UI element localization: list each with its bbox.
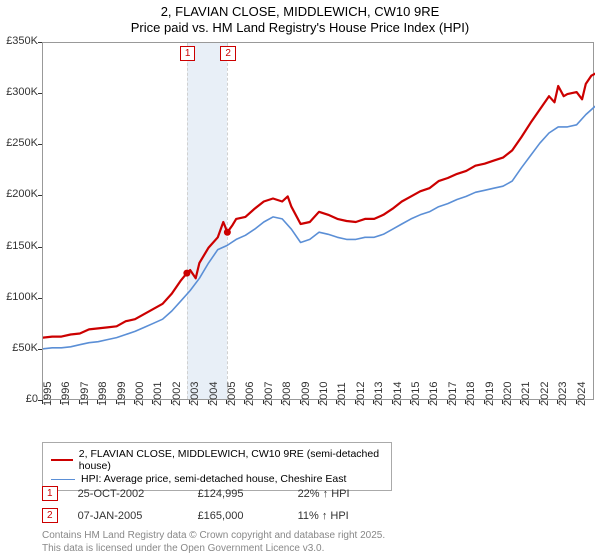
xtick: [447, 400, 448, 404]
legend: 2, FLAVIAN CLOSE, MIDDLEWICH, CW10 9RE (…: [42, 442, 392, 491]
xtick: [171, 400, 172, 404]
ytick-label: £0: [0, 393, 38, 405]
xtick: [557, 400, 558, 404]
xtick: [60, 400, 61, 404]
xtick: [373, 400, 374, 404]
ytick-label: £150K: [0, 240, 38, 252]
ytick: [38, 195, 42, 196]
xtick: [576, 400, 577, 404]
footer-line-2: This data is licensed under the Open Gov…: [42, 543, 385, 556]
series-hpi: [43, 106, 595, 348]
chart-svg: [43, 43, 595, 401]
xtick: [42, 400, 43, 404]
ytick: [38, 247, 42, 248]
sale-date: 25-OCT-2002: [78, 488, 178, 500]
xtick: [428, 400, 429, 404]
ytick: [38, 298, 42, 299]
sale-date: 07-JAN-2005: [78, 510, 178, 522]
sale-diff: 22% ↑ HPI: [298, 488, 350, 500]
ytick-label: £250K: [0, 137, 38, 149]
title-line-2: Price paid vs. HM Land Registry's House …: [0, 20, 600, 35]
ytick-label: £200K: [0, 188, 38, 200]
xtick: [208, 400, 209, 404]
ytick-label: £350K: [0, 35, 38, 47]
ytick: [38, 93, 42, 94]
xtick: [300, 400, 301, 404]
series-price_paid: [43, 74, 595, 338]
legend-label: HPI: Average price, semi-detached house,…: [81, 473, 346, 485]
xtick: [226, 400, 227, 404]
ytick: [38, 349, 42, 350]
xtick: [116, 400, 117, 404]
legend-swatch: [51, 479, 75, 480]
xtick: [318, 400, 319, 404]
xtick: [336, 400, 337, 404]
ytick: [38, 144, 42, 145]
legend-label: 2, FLAVIAN CLOSE, MIDDLEWICH, CW10 9RE (…: [79, 448, 383, 472]
xtick: [189, 400, 190, 404]
xtick: [79, 400, 80, 404]
footer-attribution: Contains HM Land Registry data © Crown c…: [42, 530, 385, 555]
ytick: [38, 42, 42, 43]
sale-price: £124,995: [198, 488, 278, 500]
title-block: 2, FLAVIAN CLOSE, MIDDLEWICH, CW10 9RE P…: [0, 0, 600, 35]
sale-dot-1: [183, 270, 190, 277]
sale-price: £165,000: [198, 510, 278, 522]
xtick: [502, 400, 503, 404]
plot-area: 12: [42, 42, 594, 400]
sale-badge: 2: [42, 508, 58, 523]
ytick-label: £50K: [0, 342, 38, 354]
xtick: [355, 400, 356, 404]
footer-line-1: Contains HM Land Registry data © Crown c…: [42, 530, 385, 543]
sale-diff: 11% ↑ HPI: [298, 510, 349, 522]
sale-dot-2: [224, 229, 231, 236]
xtick: [281, 400, 282, 404]
xtick: [520, 400, 521, 404]
xtick: [152, 400, 153, 404]
xtick: [484, 400, 485, 404]
ytick-label: £300K: [0, 86, 38, 98]
xtick: [134, 400, 135, 404]
title-line-1: 2, FLAVIAN CLOSE, MIDDLEWICH, CW10 9RE: [0, 4, 600, 19]
legend-row-1: HPI: Average price, semi-detached house,…: [51, 473, 383, 485]
chart-container: { "titles": { "line1": "2, FLAVIAN CLOSE…: [0, 0, 600, 560]
ytick-label: £100K: [0, 291, 38, 303]
xtick: [263, 400, 264, 404]
legend-row-0: 2, FLAVIAN CLOSE, MIDDLEWICH, CW10 9RE (…: [51, 448, 383, 472]
sale-badge: 1: [42, 486, 58, 501]
xtick: [392, 400, 393, 404]
xtick: [244, 400, 245, 404]
xtick: [539, 400, 540, 404]
xtick: [465, 400, 466, 404]
legend-swatch: [51, 459, 73, 461]
sale-row-2: 2 07-JAN-2005 £165,000 11% ↑ HPI: [42, 508, 349, 523]
xtick: [97, 400, 98, 404]
xtick: [410, 400, 411, 404]
sale-row-1: 1 25-OCT-2002 £124,995 22% ↑ HPI: [42, 486, 350, 501]
